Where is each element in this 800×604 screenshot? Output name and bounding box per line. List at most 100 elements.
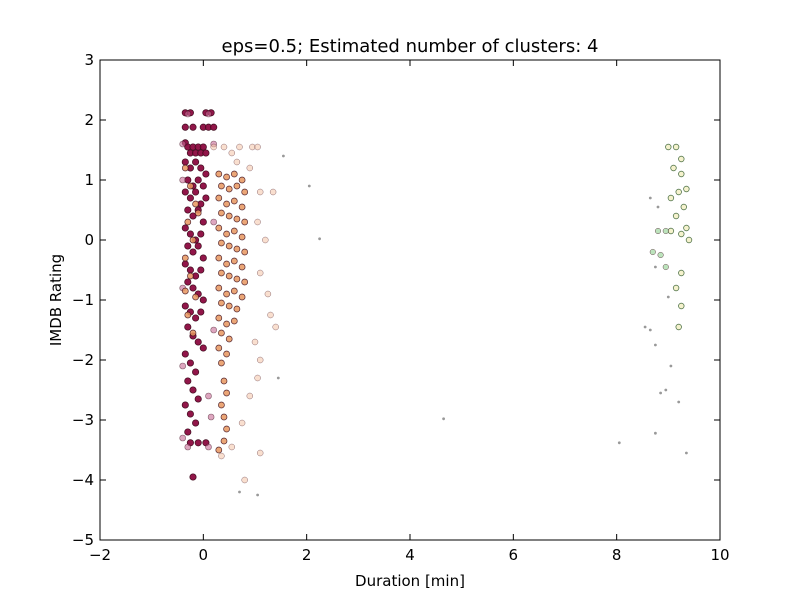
data-point xyxy=(218,269,225,277)
data-point xyxy=(202,170,210,178)
data-point xyxy=(194,176,202,184)
data-point xyxy=(218,299,225,307)
data-point xyxy=(215,194,223,202)
data-point xyxy=(194,338,202,346)
plot-frame xyxy=(99,59,721,541)
data-point xyxy=(677,400,681,404)
data-point xyxy=(189,284,197,292)
data-point xyxy=(181,287,189,295)
data-point xyxy=(194,209,202,217)
data-point xyxy=(230,227,238,235)
data-point xyxy=(256,449,264,457)
data-point xyxy=(680,203,687,211)
x-tick-label: 2 xyxy=(302,546,312,564)
data-point xyxy=(223,260,230,268)
data-point xyxy=(179,176,186,184)
data-point xyxy=(181,350,189,358)
data-point xyxy=(199,254,207,262)
data-point xyxy=(223,173,230,181)
data-point xyxy=(186,194,194,202)
x-axis-label: Duration [min] xyxy=(355,572,465,590)
data-point xyxy=(238,419,246,427)
data-point xyxy=(442,417,445,421)
data-point xyxy=(210,123,218,131)
data-point xyxy=(654,265,657,269)
data-point xyxy=(269,188,277,196)
data-point xyxy=(223,230,230,238)
data-point xyxy=(254,218,261,226)
data-point xyxy=(225,302,233,310)
data-point xyxy=(223,425,230,433)
data-point xyxy=(184,278,192,286)
data-point xyxy=(205,110,212,118)
data-point xyxy=(228,443,236,451)
data-point xyxy=(220,437,228,445)
data-point xyxy=(215,254,223,262)
data-point xyxy=(186,230,194,238)
data-point xyxy=(256,493,259,497)
data-point xyxy=(192,368,200,376)
data-point xyxy=(267,311,274,319)
data-point xyxy=(662,263,669,271)
data-point xyxy=(262,236,269,244)
data-point xyxy=(254,374,261,382)
data-point xyxy=(220,377,228,385)
data-point xyxy=(318,237,321,241)
data-point xyxy=(672,284,680,292)
points-layer xyxy=(179,109,693,497)
data-point xyxy=(666,295,670,299)
data-point xyxy=(189,212,197,220)
data-point xyxy=(220,413,228,421)
x-tick-label: 8 xyxy=(612,546,622,564)
data-point xyxy=(186,266,194,274)
data-point xyxy=(181,123,189,131)
data-point xyxy=(192,314,200,322)
data-point xyxy=(683,224,690,232)
data-point xyxy=(678,155,685,163)
chart-title: eps=0.5; Estimated number of clusters: 4 xyxy=(222,36,599,57)
data-point xyxy=(233,215,241,223)
data-point xyxy=(181,188,189,196)
data-point xyxy=(184,110,192,118)
y-tick-label: 3 xyxy=(84,51,94,69)
data-point xyxy=(181,158,189,166)
data-point xyxy=(238,490,241,494)
data-point xyxy=(654,431,657,435)
data-point xyxy=(230,317,238,325)
data-point xyxy=(184,428,192,436)
data-point xyxy=(215,284,223,292)
data-point xyxy=(223,350,230,358)
data-point xyxy=(678,230,685,238)
x-tick-label: 10 xyxy=(710,546,729,564)
data-point xyxy=(181,164,189,172)
data-point xyxy=(241,476,248,484)
data-point xyxy=(181,260,189,268)
data-point xyxy=(181,254,189,262)
data-point xyxy=(184,218,192,226)
data-point xyxy=(233,182,241,190)
y-tick-label: 2 xyxy=(84,111,94,129)
y-tick-label: 0 xyxy=(84,231,94,249)
data-point xyxy=(643,325,647,329)
data-point xyxy=(241,188,249,196)
y-tick-label: −5 xyxy=(72,531,94,549)
data-point xyxy=(184,206,192,214)
data-point xyxy=(199,218,207,226)
data-point xyxy=(667,227,675,235)
data-point xyxy=(664,388,668,392)
data-point xyxy=(662,227,669,235)
data-point xyxy=(236,143,243,151)
data-point xyxy=(184,311,192,319)
data-point xyxy=(199,344,207,352)
y-tick-label: −4 xyxy=(72,471,94,489)
data-point xyxy=(654,343,657,347)
data-point xyxy=(189,386,197,394)
data-point xyxy=(197,266,205,274)
data-point xyxy=(225,185,233,193)
data-point xyxy=(197,308,205,316)
data-point xyxy=(218,182,225,190)
data-point xyxy=(230,257,238,265)
data-point xyxy=(225,335,233,343)
